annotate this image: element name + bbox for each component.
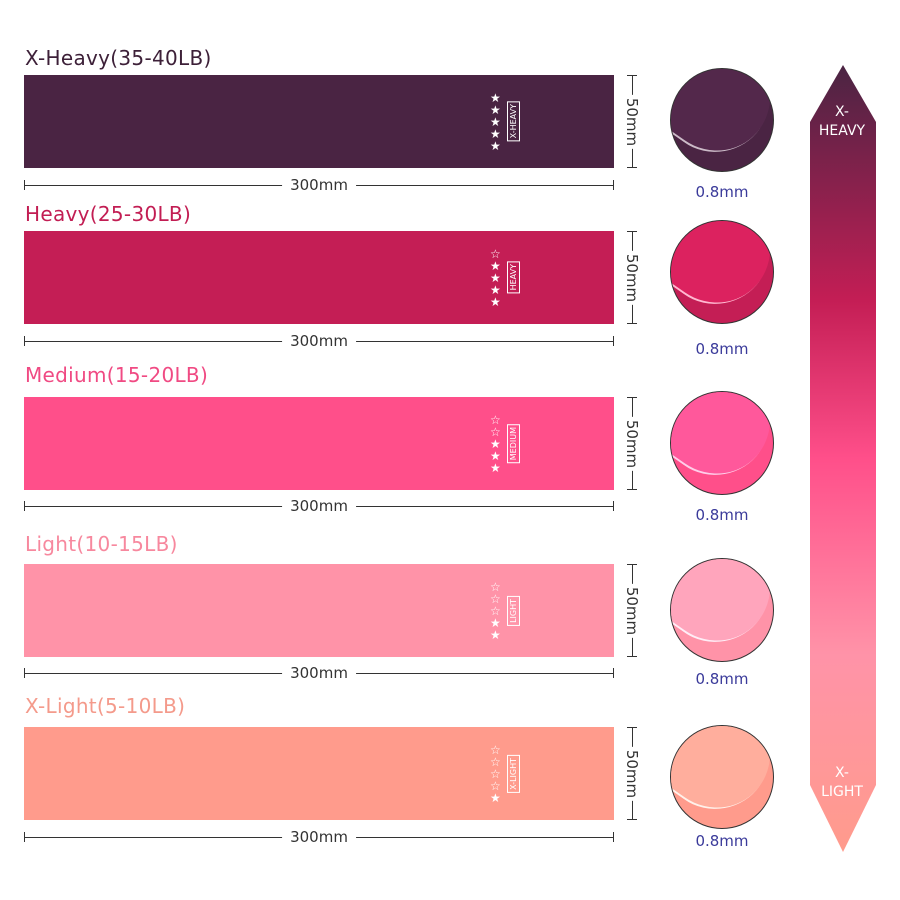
band-tag: ★ ★ ★ ★ ★ X-HEAVY [490, 92, 520, 152]
thickness-label: 0.8mm [695, 183, 749, 201]
star-filled-icon: ★ [490, 270, 501, 285]
length-dimension: 300mm [24, 828, 614, 846]
band-swatch: ★ ★ ★ ☆ ☆ MEDIUM [24, 397, 614, 490]
thickness-label: 0.8mm [695, 670, 749, 688]
star-filled-icon: ★ [490, 282, 501, 297]
star-outline-icon: ☆ [490, 766, 501, 781]
length-dimension: 300mm [24, 664, 614, 682]
scale-bottom-label: X- LIGHT [808, 764, 876, 802]
strength-stars: ★ ★ ★ ★ ☆ [490, 248, 501, 308]
thickness-label: 0.8mm [695, 832, 749, 850]
width-dimension: 50mm [622, 397, 642, 490]
strength-stars: ★ ★ ☆ ☆ ☆ [490, 581, 501, 641]
star-filled-icon: ★ [490, 258, 501, 273]
length-label: 300mm [282, 497, 356, 515]
star-filled-icon: ★ [490, 460, 501, 475]
length-dimension: 300mm [24, 332, 614, 350]
star-filled-icon: ★ [490, 627, 501, 642]
width-dimension: 50mm [622, 75, 642, 168]
star-filled-icon: ★ [490, 102, 501, 117]
strength-stars: ★ ☆ ☆ ☆ ☆ [490, 744, 501, 804]
width-label: 50mm [623, 583, 641, 638]
band-swatch: ★ ☆ ☆ ☆ ☆ X-LIGHT [24, 727, 614, 820]
length-dimension: 300mm [24, 497, 614, 515]
thickness-closeup [670, 558, 774, 662]
band-tag: ★ ★ ☆ ☆ ☆ LIGHT [490, 581, 520, 641]
scale-top-line2: HEAVY [818, 123, 866, 139]
thickness-label: 0.8mm [695, 506, 749, 524]
star-outline-icon: ☆ [490, 778, 501, 793]
scale-bottom-line2: LIGHT [821, 784, 863, 800]
length-label: 300mm [282, 828, 356, 846]
band-tag: ★ ★ ★ ★ ☆ HEAVY [490, 248, 520, 308]
star-filled-icon: ★ [490, 138, 501, 153]
scale-top-line1: X- [835, 104, 849, 120]
star-filled-icon: ★ [490, 294, 501, 309]
strength-stars: ★ ★ ★ ☆ ☆ [490, 414, 501, 474]
star-outline-icon: ☆ [490, 742, 501, 757]
width-label: 50mm [623, 94, 641, 149]
star-outline-icon: ☆ [490, 412, 501, 427]
thickness-label: 0.8mm [695, 340, 749, 358]
star-filled-icon: ★ [490, 90, 501, 105]
band-title: Heavy(25-30LB) [25, 202, 192, 226]
star-outline-icon: ☆ [490, 246, 501, 261]
width-dimension: 50mm [622, 231, 642, 324]
band-tag: ★ ★ ★ ☆ ☆ MEDIUM [490, 414, 520, 474]
resistance-scale-arrow [810, 65, 876, 852]
band-level-label: X-LIGHT [506, 754, 520, 793]
length-dimension: 300mm [24, 176, 614, 194]
width-label: 50mm [623, 250, 641, 305]
star-filled-icon: ★ [490, 126, 501, 141]
thickness-closeup [670, 220, 774, 324]
band-swatch: ★ ★ ★ ★ ★ X-HEAVY [24, 75, 614, 168]
length-label: 300mm [282, 332, 356, 350]
band-tag: ★ ☆ ☆ ☆ ☆ X-LIGHT [490, 744, 520, 804]
thickness-closeup [670, 725, 774, 829]
star-filled-icon: ★ [490, 436, 501, 451]
star-outline-icon: ☆ [490, 754, 501, 769]
star-filled-icon: ★ [490, 448, 501, 463]
scale-top-label: X- HEAVY [808, 103, 876, 141]
band-level-label: X-HEAVY [506, 101, 520, 142]
star-outline-icon: ☆ [490, 603, 501, 618]
thickness-closeup [670, 391, 774, 495]
band-title: X-Heavy(35-40LB) [25, 46, 212, 70]
band-title: Light(10-15LB) [25, 532, 178, 556]
star-outline-icon: ☆ [490, 591, 501, 606]
band-level-label: MEDIUM [506, 423, 520, 464]
star-filled-icon: ★ [490, 790, 501, 805]
star-filled-icon: ★ [490, 114, 501, 129]
width-dimension: 50mm [622, 564, 642, 657]
scale-bottom-line1: X- [835, 765, 849, 781]
length-label: 300mm [282, 664, 356, 682]
width-dimension: 50mm [622, 727, 642, 820]
band-title: X-Light(5-10LB) [25, 694, 186, 718]
star-outline-icon: ☆ [490, 579, 501, 594]
width-label: 50mm [623, 746, 641, 801]
band-level-label: LIGHT [506, 595, 520, 626]
band-swatch: ★ ★ ☆ ☆ ☆ LIGHT [24, 564, 614, 657]
width-label: 50mm [623, 416, 641, 471]
star-outline-icon: ☆ [490, 424, 501, 439]
thickness-closeup [670, 68, 774, 172]
band-title: Medium(15-20LB) [25, 363, 209, 387]
strength-stars: ★ ★ ★ ★ ★ [490, 92, 501, 152]
star-filled-icon: ★ [490, 615, 501, 630]
band-level-label: HEAVY [506, 261, 520, 294]
band-swatch: ★ ★ ★ ★ ☆ HEAVY [24, 231, 614, 324]
length-label: 300mm [282, 176, 356, 194]
